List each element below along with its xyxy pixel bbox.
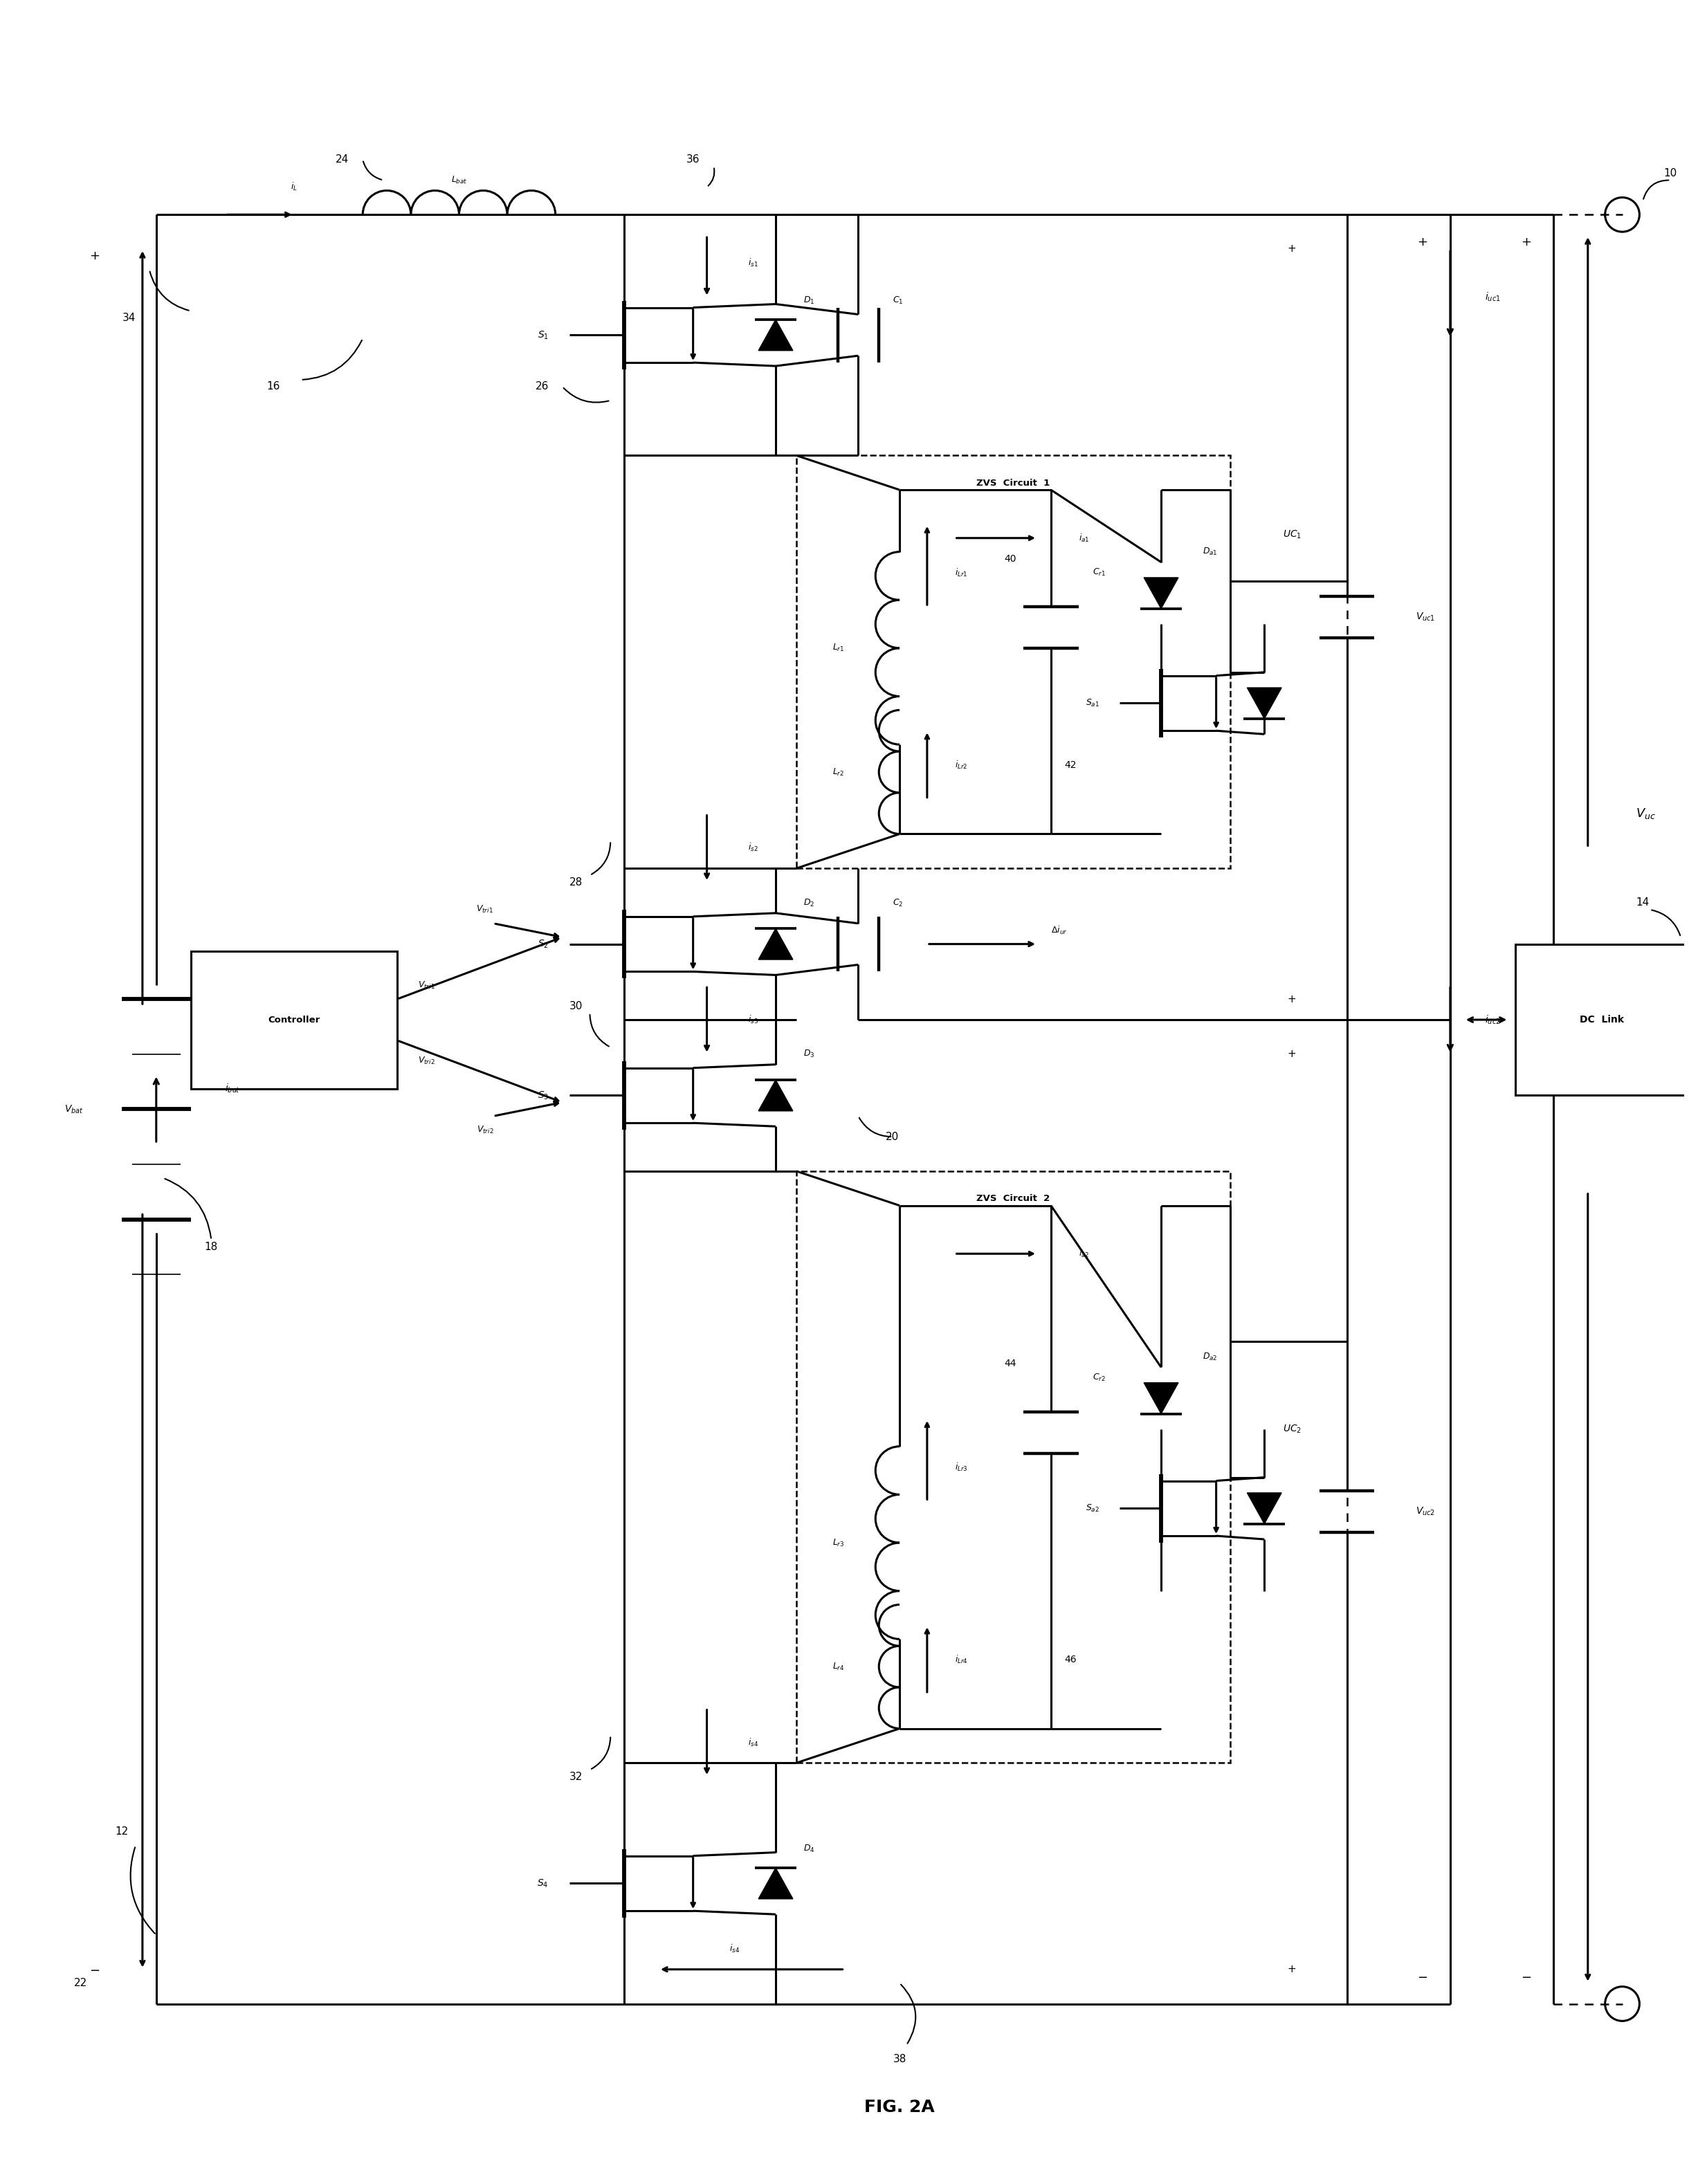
Text: $L_{r2}$: $L_{r2}$ — [833, 767, 844, 778]
Text: 20: 20 — [885, 1131, 899, 1142]
Text: 36: 36 — [686, 155, 699, 164]
Polygon shape — [758, 1079, 792, 1112]
Text: 26: 26 — [535, 382, 549, 391]
Text: $D_{a2}$: $D_{a2}$ — [1203, 1352, 1218, 1363]
Text: 24: 24 — [336, 155, 348, 164]
Text: 12: 12 — [115, 1826, 128, 1837]
Text: $V_{tri1}$: $V_{tri1}$ — [476, 904, 493, 915]
Text: ZVS  Circuit  1: ZVS Circuit 1 — [976, 478, 1051, 487]
Text: $S_{a1}$: $S_{a1}$ — [1086, 699, 1100, 708]
Text: $D_{a1}$: $D_{a1}$ — [1203, 546, 1218, 557]
FancyBboxPatch shape — [1515, 943, 1687, 1096]
Text: $C_1$: $C_1$ — [893, 295, 904, 306]
Polygon shape — [1246, 688, 1282, 719]
Text: $i_{s1}$: $i_{s1}$ — [748, 258, 758, 269]
Text: $i_L$: $i_L$ — [291, 181, 297, 192]
Text: Controller: Controller — [269, 1016, 319, 1024]
Text: $V_{uc1}$: $V_{uc1}$ — [1415, 612, 1436, 622]
Text: $C_{r1}$: $C_{r1}$ — [1093, 568, 1106, 579]
Text: 28: 28 — [569, 878, 583, 887]
Text: $L_{r3}$: $L_{r3}$ — [833, 1538, 844, 1548]
Text: $i_{a2}$: $i_{a2}$ — [1079, 1247, 1089, 1260]
Text: $i_{s3}$: $i_{s3}$ — [748, 1013, 758, 1024]
Text: $i_{Lr4}$: $i_{Lr4}$ — [954, 1653, 968, 1664]
Text: $\Delta i_{ur}$: $\Delta i_{ur}$ — [1051, 924, 1067, 937]
Polygon shape — [1246, 1494, 1282, 1524]
Text: ZVS  Circuit  2: ZVS Circuit 2 — [976, 1195, 1051, 1203]
Text: $L_{r1}$: $L_{r1}$ — [833, 642, 844, 653]
Text: $i_{Lr1}$: $i_{Lr1}$ — [954, 568, 968, 579]
Polygon shape — [1143, 577, 1179, 609]
Text: $S_4$: $S_4$ — [537, 1878, 549, 1889]
Text: $S_2$: $S_2$ — [537, 939, 549, 950]
Text: $i_{bat}$: $i_{bat}$ — [225, 1083, 240, 1094]
Text: $L_{r4}$: $L_{r4}$ — [833, 1662, 844, 1671]
Text: $V_{uc}$: $V_{uc}$ — [1637, 806, 1657, 821]
Text: $D_1$: $D_1$ — [804, 295, 814, 306]
Text: $i_{s4}$: $i_{s4}$ — [748, 1736, 758, 1747]
Text: $V_{tri1}$: $V_{tri1}$ — [417, 981, 434, 992]
Text: $V_{uc2}$: $V_{uc2}$ — [1415, 1507, 1436, 1518]
Text: +: + — [1417, 236, 1427, 249]
Text: 46: 46 — [1064, 1655, 1078, 1664]
Text: +: + — [1520, 236, 1532, 249]
Text: $i_{a1}$: $i_{a1}$ — [1079, 533, 1089, 544]
Text: $UC_2$: $UC_2$ — [1282, 1424, 1301, 1435]
Text: $D_3$: $D_3$ — [804, 1048, 814, 1059]
Text: $i_{Lr2}$: $i_{Lr2}$ — [954, 760, 968, 771]
Text: 22: 22 — [74, 1979, 88, 1987]
Text: $i_{s2}$: $i_{s2}$ — [748, 843, 758, 854]
Text: +: + — [1287, 1048, 1295, 1059]
Text: $S_1$: $S_1$ — [537, 330, 549, 341]
Text: $UC_1$: $UC_1$ — [1282, 529, 1301, 539]
Text: $i_{s4}$: $i_{s4}$ — [730, 1944, 740, 1955]
Text: 10: 10 — [1664, 168, 1677, 179]
Text: $-$: $-$ — [1417, 1970, 1427, 1983]
Text: $S_3$: $S_3$ — [537, 1090, 549, 1101]
Text: $V_{bat}$: $V_{bat}$ — [64, 1103, 83, 1114]
Text: $D_2$: $D_2$ — [804, 898, 814, 909]
Text: DC  Link: DC Link — [1579, 1016, 1623, 1024]
Text: $i_{uc2}$: $i_{uc2}$ — [1485, 1013, 1500, 1026]
Text: $-$: $-$ — [1520, 1970, 1532, 1983]
Text: 30: 30 — [569, 1000, 583, 1011]
Text: 42: 42 — [1064, 760, 1078, 771]
Text: $L_{bat}$: $L_{bat}$ — [451, 175, 468, 186]
Text: 34: 34 — [122, 312, 135, 323]
Text: +: + — [1287, 1963, 1295, 1974]
Polygon shape — [758, 319, 792, 349]
Text: +: + — [90, 249, 100, 262]
Polygon shape — [758, 1867, 792, 1898]
Text: 38: 38 — [893, 2053, 907, 2064]
Text: $V_{tri2}$: $V_{tri2}$ — [476, 1125, 493, 1136]
Text: +: + — [1287, 994, 1295, 1005]
Text: +: + — [1287, 245, 1295, 253]
Text: 16: 16 — [267, 382, 280, 391]
Text: 32: 32 — [569, 1771, 583, 1782]
Text: $i_{Lr3}$: $i_{Lr3}$ — [954, 1461, 968, 1472]
Text: FIG. 2A: FIG. 2A — [865, 2099, 934, 2116]
Text: $i_{uc1}$: $i_{uc1}$ — [1485, 290, 1500, 304]
Text: $S_{a2}$: $S_{a2}$ — [1086, 1503, 1100, 1514]
Text: 44: 44 — [1005, 1358, 1017, 1369]
FancyBboxPatch shape — [191, 950, 397, 1088]
Polygon shape — [1143, 1382, 1179, 1413]
Text: 40: 40 — [1005, 555, 1017, 563]
Text: 14: 14 — [1637, 898, 1650, 909]
Text: $C_{r2}$: $C_{r2}$ — [1093, 1372, 1105, 1382]
Text: $C_2$: $C_2$ — [893, 898, 904, 909]
Text: 18: 18 — [204, 1243, 218, 1251]
Text: $V_{tri2}$: $V_{tri2}$ — [417, 1055, 434, 1066]
Polygon shape — [758, 928, 792, 959]
Text: $D_4$: $D_4$ — [804, 1843, 814, 1854]
Text: $-$: $-$ — [90, 1963, 100, 1977]
